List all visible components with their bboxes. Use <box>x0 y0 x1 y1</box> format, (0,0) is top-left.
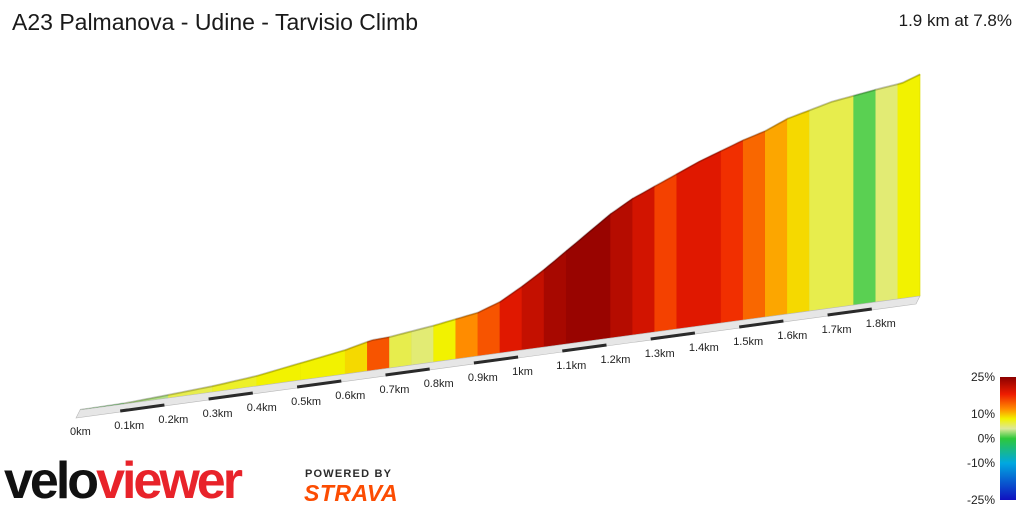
gradient-segment-11 <box>455 312 479 360</box>
x-tick-label: 1.8km <box>866 318 896 330</box>
x-tick-label: 0.3km <box>203 408 233 420</box>
gradient-segment-15 <box>543 250 567 348</box>
x-tick-label: 0.5km <box>291 396 321 408</box>
profile-top-edge <box>79 73 921 411</box>
distance-axis: 0km 0.1km 0.2km 0.3km 0.4km 0.5km 0.6km 0.7km 0.… <box>70 307 896 438</box>
distance-band-11 <box>562 343 607 353</box>
x-tick-label: 0.1km <box>114 420 144 432</box>
distance-band-5 <box>296 379 342 389</box>
gradient-segment-7 <box>367 336 390 372</box>
strava-logo[interactable]: STRAVA <box>304 480 399 506</box>
distance-band-1 <box>119 403 165 413</box>
gradient-segment-18 <box>632 185 656 336</box>
gradient-segment-13 <box>499 285 523 354</box>
x-tick-label: 0km <box>70 426 91 438</box>
gradient-segment-22 <box>742 130 766 321</box>
chart-title: A23 Palmanova - Udine - Tarvisio Climb <box>12 9 419 35</box>
x-tick-label: 1.4km <box>689 342 719 354</box>
profile-base <box>75 295 921 419</box>
x-tick-label: 0.4km <box>247 402 277 414</box>
gradient-legend: 25% 10% 0% -10% -25% <box>967 370 1016 507</box>
legend-color-bar <box>1000 377 1016 500</box>
x-tick-label: 1.1km <box>556 360 586 372</box>
distance-band-9 <box>473 355 519 365</box>
powered-by-label: POWERED BY <box>305 468 393 480</box>
gradient-segment-20 <box>676 150 722 330</box>
x-tick-label: 1.5km <box>733 336 763 348</box>
x-tick-label: 1.3km <box>645 348 675 360</box>
x-tick-label: 0.8km <box>424 378 454 390</box>
logo-text: veloviewer <box>4 452 243 510</box>
legend-label: -25% <box>967 493 995 507</box>
climb-summary: 1.9 km at 7.8% <box>898 11 1012 30</box>
gradient-segment-23 <box>764 118 788 318</box>
veloviewer-logo[interactable]: veloviewer veloviewer <box>4 450 294 510</box>
gradient-segment-21 <box>720 139 744 324</box>
gradient-segments <box>79 73 921 411</box>
legend-label: 0% <box>978 432 996 446</box>
distance-band-13 <box>650 331 696 341</box>
profile-floor <box>75 295 921 419</box>
x-tick-label: 0.9km <box>468 372 498 384</box>
distance-band-7 <box>385 367 430 377</box>
x-tick-label: 1.6km <box>777 330 807 342</box>
distance-band-3 <box>208 391 254 401</box>
x-tick-label: 1.2km <box>601 354 631 366</box>
legend-label: 10% <box>971 407 995 421</box>
gradient-segment-19 <box>654 173 678 333</box>
gradient-segment-17 <box>610 198 633 339</box>
legend-label: -10% <box>967 456 995 470</box>
x-tick-label: 1.7km <box>822 324 852 336</box>
gradient-segment-28 <box>897 73 921 300</box>
gradient-segment-14 <box>521 268 545 351</box>
gradient-segment-27 <box>875 83 899 303</box>
x-tick-label: 0.6km <box>335 390 365 402</box>
gradient-segment-26 <box>853 89 877 306</box>
legend-label: 25% <box>971 370 995 384</box>
gradient-segment-25 <box>809 95 855 312</box>
distance-band-17 <box>827 307 873 317</box>
gradient-segment-9 <box>411 325 435 366</box>
x-tick-label: 1km <box>512 366 533 378</box>
distance-band-15 <box>738 319 784 329</box>
x-tick-label: 0.2km <box>158 414 188 426</box>
x-tick-label: 0.7km <box>380 384 410 396</box>
gradient-segment-24 <box>787 109 810 315</box>
